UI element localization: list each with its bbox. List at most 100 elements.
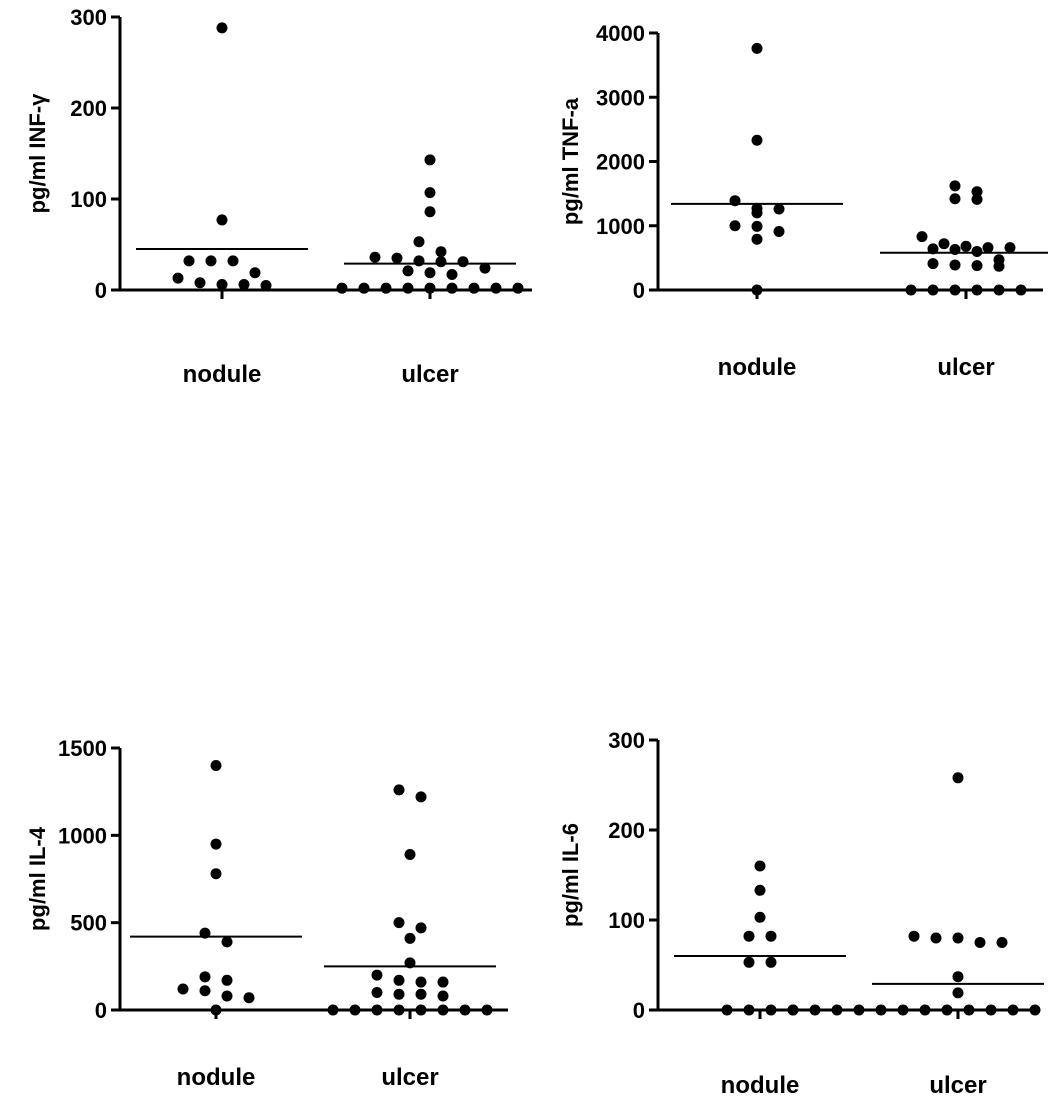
y-tick-label: 300 bbox=[70, 5, 107, 30]
chart-panel-3: 0 500 1000 1500 nodule ulcer pg/ml IL-4 bbox=[25, 736, 508, 1091]
data-point-nodule bbox=[249, 267, 261, 279]
y-axis-label: pg/ml IL-4 bbox=[25, 826, 50, 931]
data-point-nodule bbox=[227, 255, 239, 267]
data-point-ulcer bbox=[949, 180, 961, 192]
data-point-ulcer bbox=[380, 282, 392, 294]
y-tick-label: 100 bbox=[70, 187, 107, 212]
data-point-nodule bbox=[172, 272, 184, 284]
y-tick-label: 0 bbox=[633, 998, 645, 1023]
y-tick-label: 200 bbox=[608, 818, 645, 843]
data-point-ulcer bbox=[393, 988, 405, 1000]
data-point-ulcer bbox=[831, 1004, 843, 1016]
data-point-nodule bbox=[773, 203, 785, 215]
data-point-ulcer bbox=[996, 937, 1008, 948]
data-point-ulcer bbox=[982, 242, 994, 254]
y-axis-label: pg/ml INF-γ bbox=[25, 93, 50, 214]
data-point-ulcer bbox=[512, 282, 524, 294]
data-point-nodule bbox=[260, 279, 272, 291]
data-point-nodule bbox=[199, 971, 211, 983]
data-point-ulcer bbox=[371, 987, 383, 999]
x-tick-label-nodule: nodule bbox=[177, 1064, 256, 1091]
data-point-ulcer bbox=[358, 282, 370, 294]
data-point-ulcer bbox=[481, 1004, 493, 1016]
data-point-ulcer bbox=[349, 1004, 361, 1016]
y-axis-label: pg/ml IL-6 bbox=[558, 823, 583, 927]
y-tick-label: 1000 bbox=[58, 823, 107, 848]
data-point-ulcer bbox=[927, 243, 939, 255]
data-point-ulcer bbox=[875, 1004, 887, 1016]
data-point-ulcer bbox=[413, 236, 425, 248]
data-point-ulcer bbox=[916, 231, 928, 243]
y-tick-label: 4000 bbox=[596, 21, 645, 46]
data-point-ulcer bbox=[371, 969, 383, 981]
data-point-ulcer bbox=[424, 282, 436, 294]
data-point-nodule bbox=[199, 927, 211, 939]
data-point-ulcer bbox=[437, 1004, 449, 1016]
data-point-nodule bbox=[754, 884, 766, 896]
data-point-ulcer bbox=[1004, 242, 1016, 254]
x-tick-label-ulcer: ulcer bbox=[381, 1064, 438, 1091]
data-point-nodule bbox=[743, 1004, 755, 1016]
chart-panel-2: 0 1000 2000 3000 4000 nodule ulcer pg/ml TNF-a bbox=[558, 21, 1048, 381]
data-point-ulcer bbox=[963, 1004, 975, 1016]
data-point-ulcer bbox=[446, 282, 458, 294]
data-point-ulcer bbox=[897, 1004, 909, 1016]
data-point-nodule bbox=[210, 1004, 222, 1016]
data-point-nodule bbox=[177, 983, 189, 995]
data-point-ulcer bbox=[371, 1004, 383, 1016]
data-point-ulcer bbox=[413, 255, 425, 267]
data-point-ulcer bbox=[949, 193, 961, 205]
data-point-ulcer bbox=[1015, 284, 1027, 296]
data-point-ulcer bbox=[393, 974, 405, 986]
data-point-ulcer bbox=[393, 784, 405, 796]
data-point-ulcer bbox=[938, 238, 950, 250]
data-point-nodule bbox=[754, 911, 766, 923]
x-tick-label-ulcer: ulcer bbox=[929, 1072, 986, 1099]
data-point-nodule bbox=[205, 255, 217, 267]
data-point-ulcer bbox=[1029, 1004, 1041, 1016]
data-point-ulcer bbox=[415, 791, 427, 803]
y-tick-label: 1500 bbox=[58, 736, 107, 761]
data-point-nodule bbox=[729, 195, 741, 207]
data-point-ulcer bbox=[974, 937, 986, 948]
data-point-nodule bbox=[751, 220, 763, 232]
data-point-nodule bbox=[729, 220, 741, 232]
data-point-nodule bbox=[210, 838, 222, 850]
data-point-ulcer bbox=[908, 930, 920, 942]
data-point-ulcer bbox=[927, 258, 939, 270]
y-tick-label: 0 bbox=[95, 998, 107, 1023]
y-tick-label: 0 bbox=[633, 278, 645, 303]
y-tick-label: 2000 bbox=[596, 150, 645, 175]
data-point-ulcer bbox=[952, 987, 964, 999]
data-point-nodule bbox=[216, 214, 228, 226]
data-point-nodule bbox=[751, 233, 763, 245]
data-point-ulcer bbox=[952, 971, 964, 983]
data-point-ulcer bbox=[919, 1004, 931, 1016]
data-point-nodule bbox=[721, 1004, 733, 1016]
data-point-ulcer bbox=[971, 245, 983, 257]
data-point-nodule bbox=[221, 936, 233, 948]
data-point-ulcer bbox=[930, 932, 942, 944]
data-point-ulcer bbox=[952, 772, 964, 784]
data-point-ulcer bbox=[927, 284, 939, 296]
data-point-nodule bbox=[199, 985, 211, 997]
data-point-ulcer bbox=[479, 262, 491, 274]
data-point-ulcer bbox=[415, 1004, 427, 1016]
data-point-nodule bbox=[194, 277, 206, 289]
data-point-nodule bbox=[216, 279, 228, 291]
y-tick-label: 100 bbox=[608, 908, 645, 933]
data-point-ulcer bbox=[393, 917, 405, 929]
data-point-ulcer bbox=[404, 849, 416, 861]
data-point-ulcer bbox=[391, 252, 403, 264]
data-point-ulcer bbox=[404, 932, 416, 944]
data-point-ulcer bbox=[424, 206, 436, 218]
data-point-ulcer bbox=[971, 284, 983, 296]
data-point-ulcer bbox=[985, 1004, 997, 1016]
data-point-ulcer bbox=[1007, 1004, 1019, 1016]
data-point-nodule bbox=[221, 974, 233, 986]
x-tick-label-nodule: nodule bbox=[718, 354, 797, 381]
data-point-ulcer bbox=[949, 259, 961, 271]
data-point-ulcer bbox=[787, 1004, 799, 1016]
y-tick-label: 0 bbox=[95, 278, 107, 303]
